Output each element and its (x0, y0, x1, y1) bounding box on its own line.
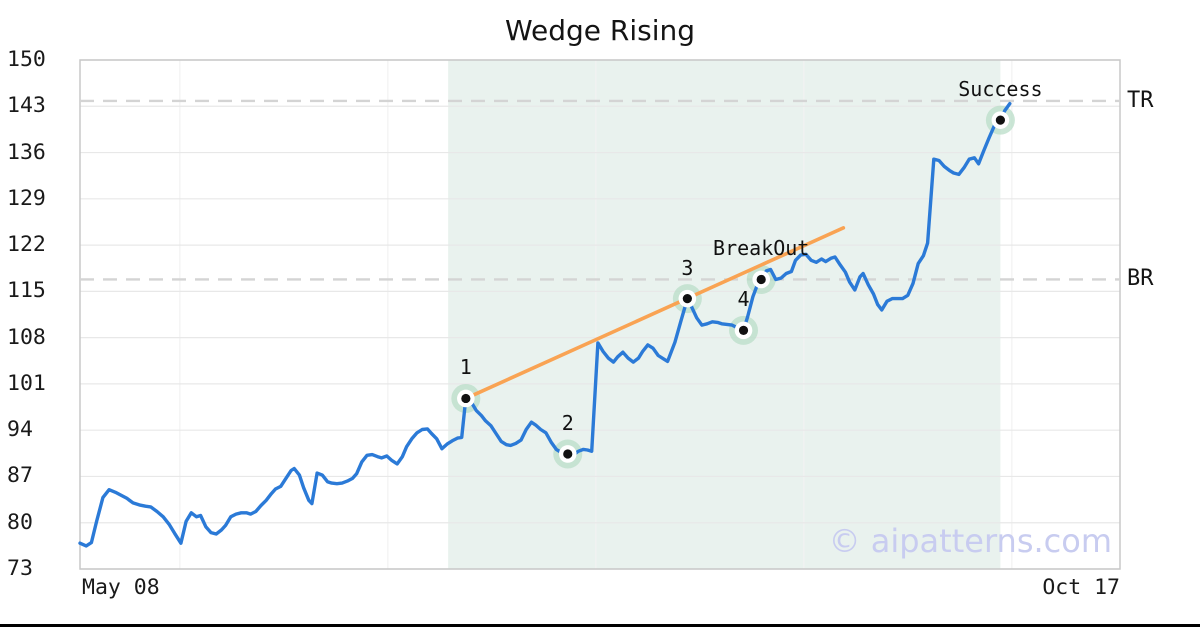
marker-label-2: 2 (561, 410, 574, 435)
trendline (464, 226, 846, 401)
y-tick-label: 87 (7, 463, 33, 489)
y-tick-label: 94 (7, 417, 33, 443)
y-tick-label: 122 (7, 232, 46, 258)
plot-frame (79, 59, 1121, 570)
marker-dot (995, 115, 1006, 125)
y-tick-label: 143 (7, 93, 46, 119)
x-tick-label-start: May 08 (82, 575, 160, 600)
watermark: © aipatterns.com (828, 522, 1112, 560)
x-tick-label-end: Oct 17 (1042, 575, 1120, 600)
y-tick-label: 108 (7, 324, 46, 350)
y-tick-label: 80 (7, 509, 33, 535)
marker-dot (682, 294, 692, 304)
y-tick-label: 101 (7, 370, 46, 396)
pattern-zone (448, 60, 1001, 569)
marker-dot (563, 449, 573, 459)
y-tick-label: 136 (7, 139, 46, 165)
y-tick-label: 73 (7, 556, 33, 581)
marker-label-breakout: BreakOut (713, 236, 810, 261)
y-tick-label: 129 (7, 185, 46, 211)
level-label-tr: TR (1127, 87, 1154, 113)
marker-label-3: 3 (681, 255, 694, 280)
chart-title: Wedge Rising (504, 14, 696, 47)
bottom-border-bar (0, 624, 1200, 627)
marker-dot (756, 274, 766, 285)
price-line (78, 101, 1012, 548)
y-tick-label: 150 (7, 47, 46, 72)
level-label-br: BR (1127, 266, 1154, 292)
marker-label-4: 4 (737, 287, 750, 312)
marker-label-success: Success (958, 77, 1043, 102)
y-tick-label: 115 (7, 278, 46, 304)
marker-label-1: 1 (459, 355, 472, 380)
marker-dot (738, 325, 749, 335)
marker-dot (461, 393, 471, 404)
